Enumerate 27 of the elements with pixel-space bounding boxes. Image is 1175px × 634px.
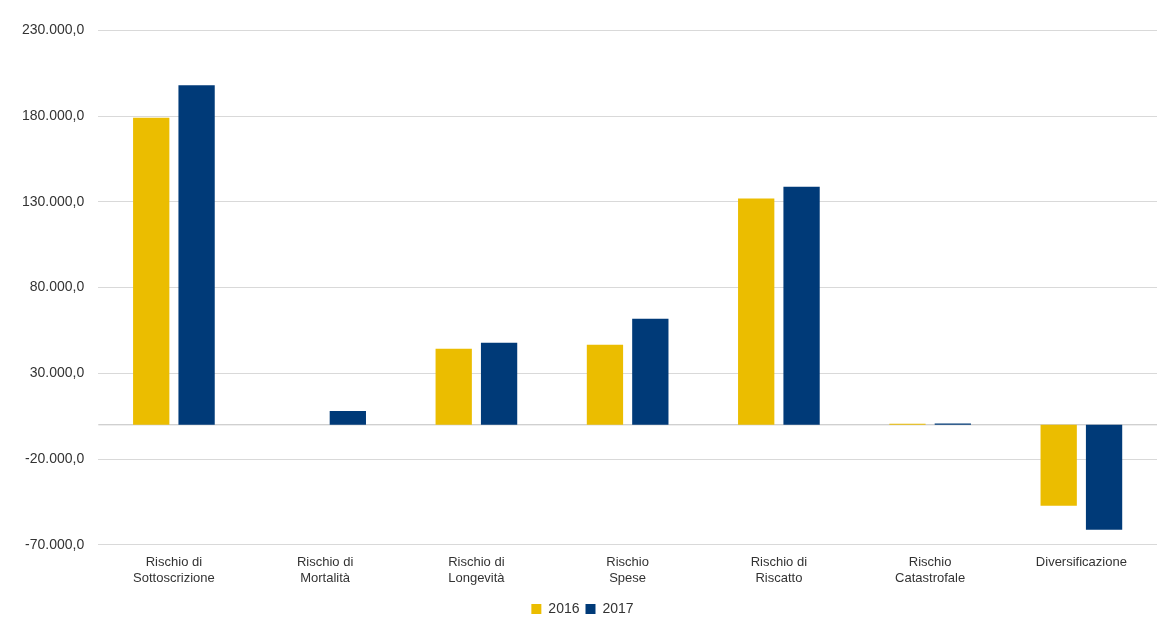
x-tick-label: Diversificazione (1035, 554, 1127, 570)
bar (1085, 424, 1123, 530)
x-tick-label: Rischio Catastrofale (895, 554, 966, 585)
x-tick-label: Rischio Spese (606, 554, 649, 585)
bar (738, 198, 775, 425)
bar (480, 342, 518, 425)
y-tick-label: -70.000,0 (25, 535, 85, 552)
bar (783, 186, 820, 425)
bar (586, 344, 624, 425)
y-tick-label: 180.000,0 (21, 106, 85, 123)
bar (178, 85, 215, 425)
x-tick-label: Rischio di Sottoscrizione (133, 554, 215, 585)
legend-label: 2016 (548, 599, 580, 616)
legend-label: 2017 (602, 599, 634, 616)
bar (1040, 424, 1077, 506)
bar (133, 117, 170, 425)
x-tick-label: Rischio di Riscatto (750, 554, 808, 585)
bar (632, 318, 669, 425)
x-tick-label: Rischio di Longevità (448, 554, 506, 585)
y-tick-label: 230.000,0 (21, 21, 85, 38)
y-tick-label: 130.000,0 (21, 192, 85, 209)
y-tick-label: 30.000,0 (29, 364, 85, 381)
y-tick-label: 80.000,0 (29, 278, 85, 295)
x-tick-label: Rischio di Mortalità (296, 554, 354, 585)
y-tick-label: -20.000,0 (25, 449, 85, 466)
bar (329, 411, 366, 425)
bar (435, 348, 472, 425)
